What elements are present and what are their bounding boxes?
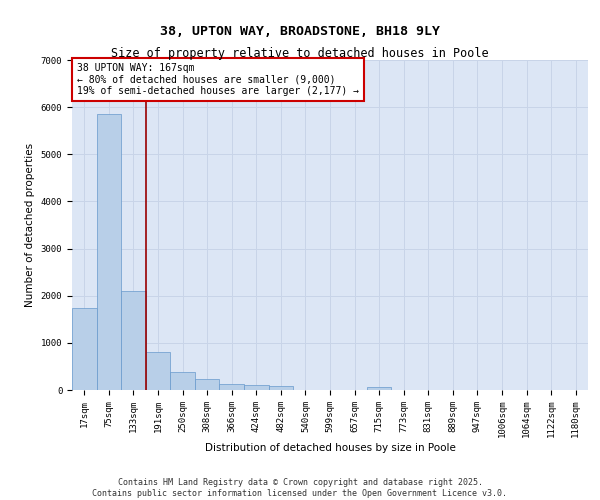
Y-axis label: Number of detached properties: Number of detached properties: [25, 143, 35, 307]
Text: 38 UPTON WAY: 167sqm
← 80% of detached houses are smaller (9,000)
19% of semi-de: 38 UPTON WAY: 167sqm ← 80% of detached h…: [77, 64, 359, 96]
Bar: [72, 308, 97, 390]
Bar: [220, 384, 244, 390]
Bar: [146, 352, 170, 390]
Bar: [170, 372, 195, 390]
Bar: [367, 387, 391, 390]
Bar: [244, 386, 269, 390]
Bar: [121, 291, 146, 390]
Bar: [195, 379, 220, 390]
Bar: [97, 114, 121, 390]
Text: Size of property relative to detached houses in Poole: Size of property relative to detached ho…: [111, 48, 489, 60]
Text: Contains HM Land Registry data © Crown copyright and database right 2025.
Contai: Contains HM Land Registry data © Crown c…: [92, 478, 508, 498]
Bar: [269, 386, 293, 390]
X-axis label: Distribution of detached houses by size in Poole: Distribution of detached houses by size …: [205, 443, 455, 453]
Text: 38, UPTON WAY, BROADSTONE, BH18 9LY: 38, UPTON WAY, BROADSTONE, BH18 9LY: [160, 25, 440, 38]
